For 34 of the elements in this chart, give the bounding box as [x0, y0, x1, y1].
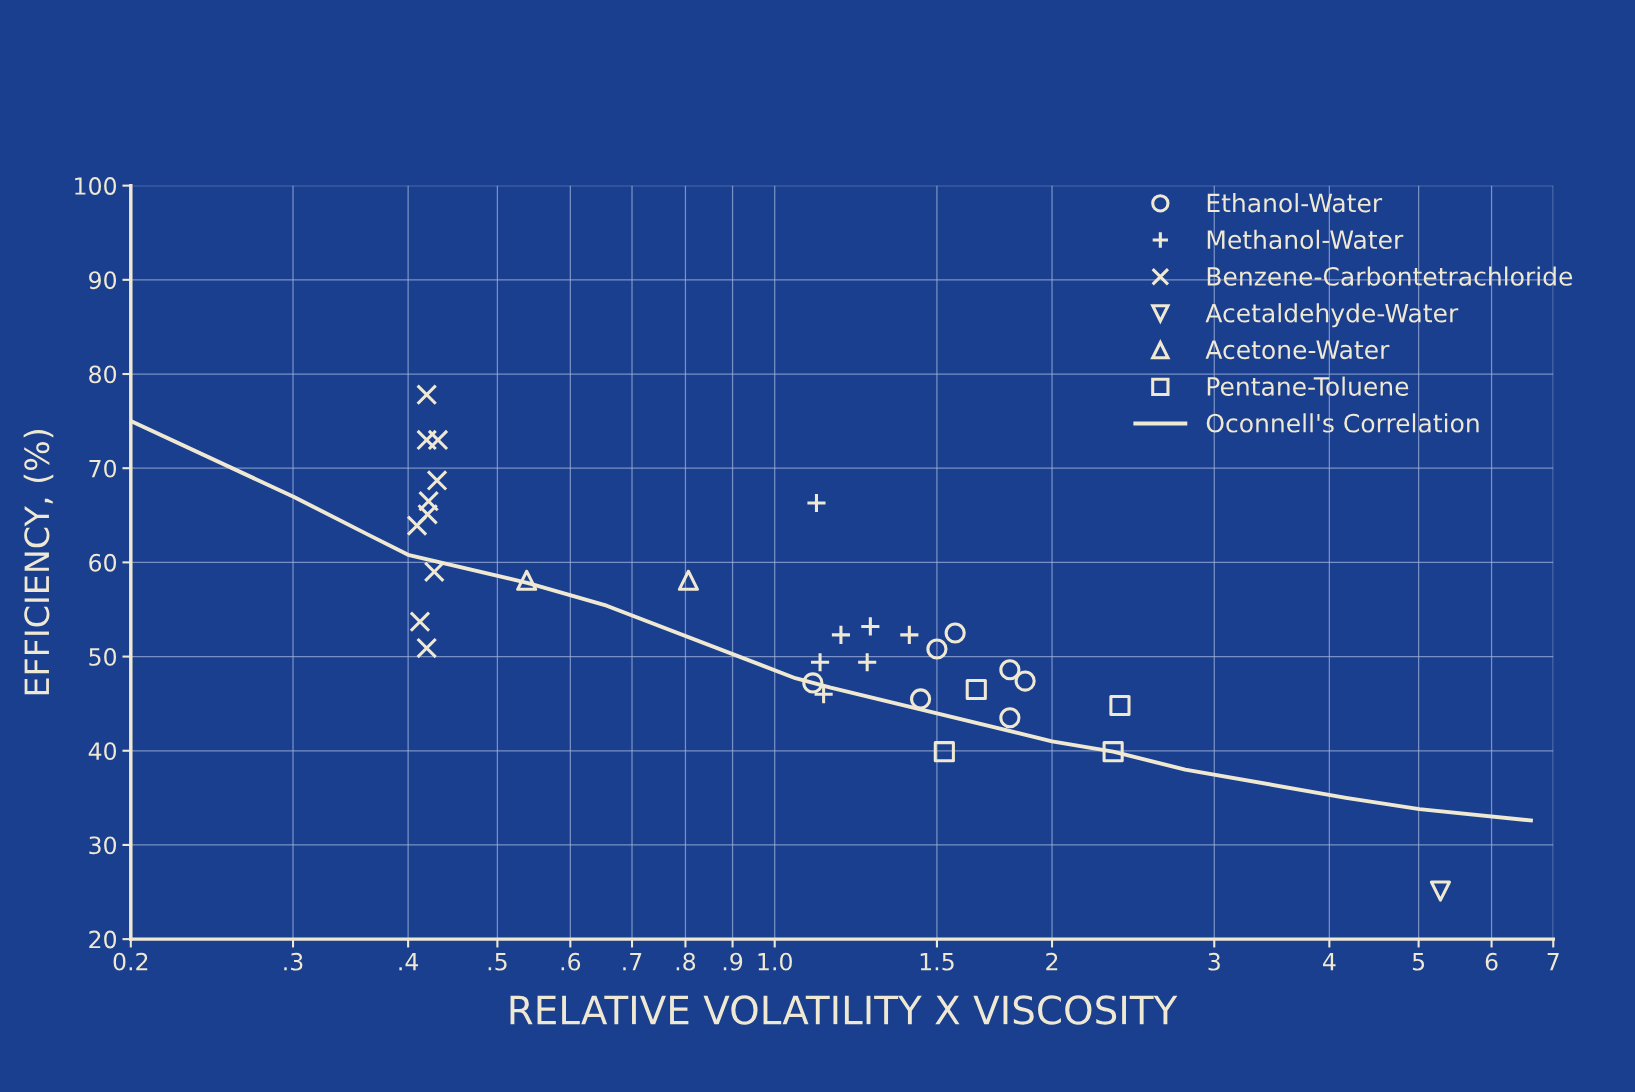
y-tick-label: 50 [89, 648, 117, 666]
x-tick-label: .8 [676, 952, 696, 971]
x-tick-label: 2 [1046, 952, 1058, 971]
y-tick-label: 20 [89, 930, 117, 949]
x-tick-label: .7 [623, 953, 642, 971]
legend-label: Ethanol-Water [1207, 193, 1383, 213]
x-tick-label: 5 [1412, 953, 1425, 971]
x-tick-label: 7 [1547, 953, 1559, 971]
y-tick-label: 70 [89, 459, 117, 478]
x-axis-title: RELATIVE VOLATILITY X VISCOSITY [510, 995, 1178, 1025]
y-tick-label: 90 [89, 271, 117, 290]
legend-label: Benzene-Carbontetrachloride [1207, 266, 1573, 286]
x-tick-label: 3 [1208, 952, 1220, 971]
x-tick-label: 1.5 [920, 953, 954, 971]
x-tick-label: .5 [488, 953, 507, 971]
y-tick-label: 60 [89, 553, 117, 572]
x-tick-label: .4 [399, 953, 419, 971]
y-axis-title: EFFICIENCY, (%) [23, 430, 54, 695]
x-tick-label: 6 [1485, 952, 1498, 971]
x-tick-label: .9 [723, 952, 743, 971]
legend-label: Methanol-Water [1207, 229, 1404, 250]
x-tick-label: 4 [1323, 953, 1336, 971]
y-tick-label: 80 [89, 365, 117, 384]
legend-label: Acetone-Water [1205, 340, 1390, 360]
legend-label: Oconnell's Correlation [1206, 413, 1479, 433]
y-tick-label: 40 [88, 742, 117, 761]
y-tick-label: 100 [75, 177, 117, 195]
y-tick-label: 30 [89, 836, 117, 855]
x-tick-label: 0.2 [113, 952, 148, 971]
legend-label: Acetaldehyde-Water [1205, 303, 1459, 328]
x-tick-label: 1.0 [758, 952, 792, 971]
x-tick-label: .3 [284, 952, 303, 971]
legend-label: Pentane-Toluene [1207, 376, 1409, 396]
x-tick-label: .6 [561, 952, 581, 971]
